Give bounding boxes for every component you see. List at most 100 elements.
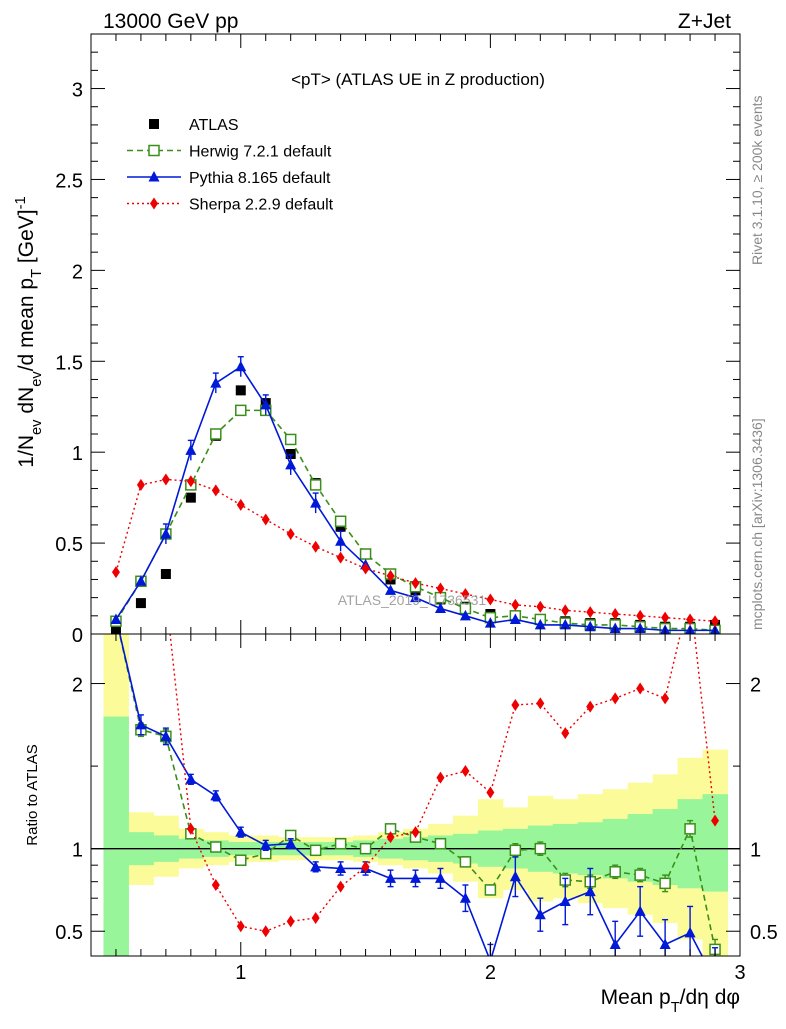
- sherpa-point: [511, 598, 520, 611]
- main-y-tick-label: 0: [72, 625, 83, 647]
- legend-herwig-label: Herwig 7.2.1 default: [189, 144, 332, 161]
- legend: ATLAS Herwig 7.2.1 default Pythia 8.165 de…: [127, 117, 334, 214]
- pythia-ratio-point: [459, 892, 471, 903]
- sherpa-point: [186, 475, 195, 488]
- pythia-point: [509, 613, 521, 624]
- sherpa-ratio-point: [711, 814, 720, 827]
- pythia-point: [335, 535, 347, 546]
- legend-atlas-marker: [149, 119, 159, 129]
- pythia-ratio-point: [260, 839, 272, 850]
- pythia-point: [584, 620, 596, 632]
- sherpa-point: [561, 604, 570, 617]
- legend-herwig-marker: [148, 144, 160, 157]
- atlas-point: [135, 598, 146, 609]
- ratio-uncertainty-bands: [103, 634, 729, 956]
- herwig-ratio-point: [434, 837, 447, 850]
- process-label: Z+Jet: [678, 10, 731, 33]
- herwig-ratio-point: [210, 841, 222, 853]
- herwig-ratio-point: [534, 842, 547, 855]
- herwig-point: [359, 548, 372, 560]
- pythia-point: [110, 613, 122, 624]
- label-part: /d mean p: [15, 278, 38, 371]
- sherpa-point: [536, 600, 545, 613]
- herwig-ratio-point: [235, 854, 247, 866]
- pythia-ratio-point: [559, 895, 571, 907]
- main-y-axis-label: 1/Nev dNev/d mean pT [GeV]-1: [13, 196, 45, 467]
- ratio-y-tick-label-right: 2: [750, 675, 761, 697]
- sherpa-point: [311, 540, 320, 553]
- sherpa-point: [611, 608, 620, 620]
- sherpa-point: [486, 593, 495, 606]
- pythia-point: [310, 497, 322, 508]
- sherpa-ratio-point: [536, 697, 545, 710]
- sherpa-ratio-point: [286, 915, 295, 928]
- pythia-point: [385, 584, 397, 595]
- label-part: T: [29, 269, 45, 278]
- pythia-point: [135, 575, 147, 586]
- label-part: ev: [29, 371, 45, 387]
- label-part: Mean p: [601, 986, 671, 1009]
- sherpa-ratio-point: [461, 765, 470, 778]
- sherpa-ratio-point: [311, 912, 320, 925]
- herwig-ratio-point: [309, 844, 322, 857]
- sherpa-point: [636, 609, 645, 622]
- sherpa-point: [436, 582, 445, 595]
- legend-sherpa-marker: [150, 197, 158, 210]
- herwig-ratio-point: [484, 884, 497, 896]
- label-part: -1: [13, 196, 29, 209]
- ratio-y-axis-label: Ratio to ATLAS: [24, 744, 41, 845]
- label-part: [GeV]: [15, 209, 38, 269]
- sherpa-ratio-point: [236, 920, 245, 933]
- band-inner-bin: [652, 809, 679, 885]
- sherpa-ratio-point: [661, 692, 670, 705]
- sherpa-point: [386, 569, 395, 582]
- sherpa-ratio-point: [261, 925, 270, 938]
- pythia-ratio-point: [185, 773, 197, 784]
- herwig-point: [210, 428, 222, 440]
- legend-pythia-label: Pythia 8.165 default: [189, 170, 331, 187]
- pythia-ratio-point: [509, 870, 521, 882]
- sherpa-point: [661, 611, 670, 624]
- pythia-ratio-point: [135, 718, 147, 730]
- label-part: dN: [15, 387, 38, 420]
- ratio-y-tick-label: 0.5: [55, 922, 83, 944]
- main-y-tick-label: 1: [72, 443, 83, 465]
- sherpa-ratio-point: [436, 771, 445, 784]
- sherpa-point: [686, 613, 695, 626]
- herwig-ratio-point: [359, 842, 372, 855]
- herwig-ratio-point: [634, 869, 646, 881]
- herwig-ratio-point: [334, 837, 347, 850]
- herwig-ratio-point: [684, 823, 696, 835]
- label-part: T: [671, 1000, 680, 1016]
- legend-pythia-marker: [148, 171, 160, 182]
- pythia-point: [559, 618, 571, 630]
- pythia-ratio-point: [684, 926, 696, 938]
- label-part: 1/N: [15, 435, 38, 468]
- label-part: ev: [29, 419, 45, 435]
- herwig-ratio-point: [509, 844, 522, 857]
- sherpa-point: [136, 478, 145, 491]
- pythia-ratio-point: [160, 730, 172, 741]
- ratio-y-tick-label-right: 0.5: [750, 922, 778, 944]
- sherpa-point: [461, 588, 470, 600]
- pythia-point: [235, 360, 247, 372]
- x-tick-label: 2: [485, 962, 496, 984]
- sherpa-ratio-point: [411, 826, 420, 839]
- ratio-y-tick-label-right: 1: [750, 840, 761, 862]
- herwig-point: [309, 479, 322, 491]
- pythia-ratio-point: [385, 872, 397, 883]
- herwig-ratio-point: [459, 856, 472, 868]
- herwig-ratio-point: [659, 877, 671, 890]
- sherpa-ratio-point: [486, 786, 495, 799]
- pythia-point: [534, 618, 546, 630]
- pythia-point: [459, 609, 471, 621]
- sherpa-point: [411, 577, 420, 590]
- sherpa-point: [286, 528, 295, 540]
- main-y-tick-label: 0.5: [55, 534, 83, 556]
- watermark: ATLAS_2019_I1736531: [338, 592, 487, 608]
- band-inner-bin: [702, 794, 729, 892]
- sherpa-ratio-point: [186, 822, 195, 835]
- pythia-point: [434, 602, 446, 614]
